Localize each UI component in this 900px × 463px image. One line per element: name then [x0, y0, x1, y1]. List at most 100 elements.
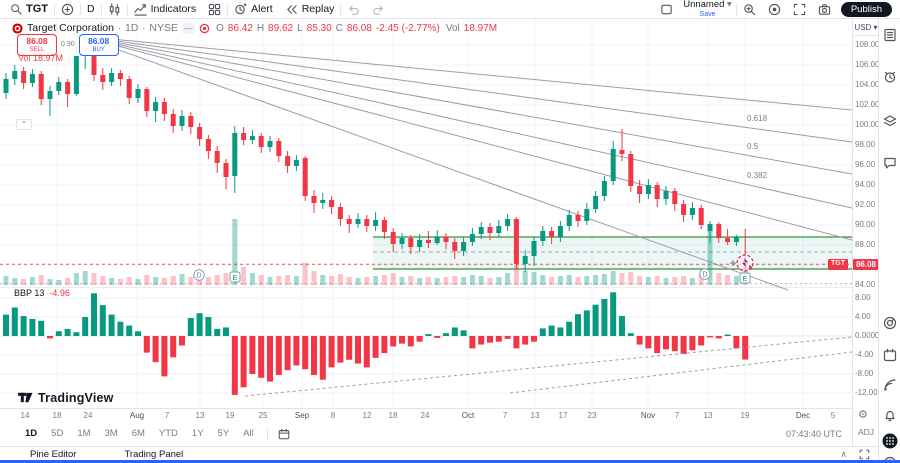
time-axis-tick: Sep	[294, 411, 310, 420]
svg-text:0.618: 0.618	[747, 114, 768, 123]
bottom-panel-bar: Pine Editor Trading Panel ∧	[0, 446, 878, 461]
range-button-5d[interactable]: 5D	[51, 428, 64, 439]
layout-square-icon	[661, 4, 672, 14]
price-axis-label: 88.00	[855, 240, 876, 249]
adj-toggle[interactable]: ADJ	[857, 427, 875, 437]
range-button-1d[interactable]: 1D	[25, 428, 38, 439]
layout-button[interactable]	[654, 0, 679, 19]
legend-title: Target Corporation	[27, 22, 114, 34]
watchlist-button[interactable]	[882, 27, 898, 43]
snapshot-button[interactable]	[812, 0, 837, 19]
undo-button[interactable]	[341, 0, 366, 19]
layers-icon	[883, 115, 897, 127]
time-axis-tick: 7	[502, 411, 508, 420]
price-axis-label: 98.00	[855, 140, 876, 149]
search-icon	[11, 4, 22, 15]
session-clock[interactable]: 07:43:40 UTC	[785, 428, 842, 439]
indicators-icon	[133, 3, 147, 16]
sell-button[interactable]: 86.08 SELL	[17, 34, 57, 56]
calendar-goto-icon	[278, 428, 289, 439]
chart-style-button[interactable]	[102, 0, 127, 19]
right-sidebar	[878, 19, 900, 463]
fullscreen-icon	[793, 3, 805, 15]
axis-settings-gear-icon[interactable]: ⚙	[858, 409, 868, 421]
layout-name-label: Unnamed ▾	[683, 0, 732, 11]
fullscreen-button[interactable]	[787, 0, 812, 19]
all-apps-button[interactable]	[882, 433, 898, 449]
price-axis[interactable]: USD ▾ 86.08 ⚙ ADJ 108.00 106.00 104.00 102.…	[852, 19, 880, 446]
range-button-5y[interactable]: 5Y	[217, 428, 230, 439]
compare-add-button[interactable]	[55, 0, 80, 19]
notifications-button[interactable]	[882, 407, 898, 423]
trading-panel-tab[interactable]: Trading Panel	[124, 448, 184, 460]
svg-text:0.5: 0.5	[747, 142, 759, 151]
range-button-1m[interactable]: 1M	[77, 428, 91, 439]
publish-button[interactable]: Publish	[840, 1, 892, 17]
main-chart[interactable]: 0.618 0.5 0.382 D E D E	[0, 19, 852, 408]
dividend-marker	[699, 268, 711, 280]
time-axis-tick: 17	[558, 411, 568, 420]
symbol-search-button[interactable]: TGT	[4, 0, 54, 19]
legend-collapse-icon[interactable]: —	[182, 22, 195, 34]
ohlc-value: 89.62	[268, 22, 294, 34]
legend-exchange: NYSE	[149, 22, 178, 34]
time-axis-tick: 7	[164, 411, 170, 420]
range-button-6m[interactable]: 6M	[131, 428, 145, 439]
svg-text:E: E	[743, 276, 748, 283]
range-button-all[interactable]: All	[243, 428, 254, 439]
time-axis-tick: Dec	[795, 411, 811, 420]
legend-flag-icon[interactable]	[199, 23, 210, 34]
price-axis-label: 100.00	[855, 120, 880, 129]
svg-text:E: E	[233, 275, 238, 282]
ideas-stream-button[interactable]	[882, 377, 898, 393]
legend-expand-button[interactable]: ⌃	[16, 119, 32, 130]
ohlc-key: O	[216, 22, 224, 34]
bbp-legend[interactable]: BBP 13 -4.96	[14, 288, 70, 298]
indicators-button[interactable]: Indicators	[128, 0, 203, 19]
object-tree-button[interactable]	[882, 113, 898, 129]
change-value: -2.45 (-2.77%)	[375, 22, 440, 34]
chart-legend[interactable]: Target Corporation · 1D · NYSE — O 86.42 H…	[12, 22, 497, 34]
indicator-templates-button[interactable]	[202, 0, 227, 19]
buy-button[interactable]: 86.08 BUY	[78, 34, 119, 56]
timeframe-bar: 1D 5D 1M 3M 6M YTD 1Y 5Y All 07:43:40 UTC	[0, 421, 852, 446]
legend-volume: Vol 18.97M	[445, 22, 498, 34]
time-axis-tick: 13	[530, 411, 540, 420]
currency-dropdown[interactable]: USD ▾	[853, 23, 879, 36]
range-button-1y[interactable]: 1Y	[191, 428, 204, 439]
range-button-ytd[interactable]: YTD	[158, 428, 178, 439]
replay-button[interactable]: Replay	[279, 0, 341, 19]
panel-maximize-icon[interactable]	[859, 449, 870, 460]
time-axis-tick: 8	[330, 411, 336, 420]
redo-button[interactable]	[366, 0, 391, 19]
layout-name-button[interactable]: Unnamed ▾ Save	[679, 0, 736, 18]
calendar-button[interactable]	[882, 347, 898, 363]
range-button-3m[interactable]: 3M	[104, 428, 118, 439]
gauge-button[interactable]	[882, 315, 898, 331]
ohlc-values: O 86.42 H 89.62 L 85.30 C 86.08 -2.45 (-2.77%)	[216, 23, 440, 34]
alert-button[interactable]: Alert	[228, 0, 279, 19]
toolbar-right: Unnamed ▾ Save Publish	[654, 0, 896, 19]
time-axis-tick: 24	[83, 411, 93, 420]
tradingview-logo-icon	[18, 392, 33, 403]
record-button[interactable]	[762, 0, 787, 19]
camera-icon	[818, 3, 830, 15]
ohlc-value: 85.30	[306, 22, 332, 34]
interval-button[interactable]: D	[81, 0, 101, 19]
pine-editor-tab[interactable]: Pine Editor	[30, 448, 77, 460]
price-axis-label: 108.00	[855, 40, 880, 49]
chat-button[interactable]	[882, 155, 898, 171]
time-axis-tick: 13	[195, 411, 205, 420]
time-axis-tick: Aug	[129, 411, 145, 420]
quick-search-button[interactable]	[737, 0, 762, 19]
bbp-axis-label: -8.00	[855, 369, 874, 378]
panel-collapse-button[interactable]: ∧	[840, 448, 847, 459]
bottom-accent-strip	[0, 460, 900, 463]
time-axis-tick: 14	[20, 411, 30, 420]
alerts-button[interactable]	[882, 69, 898, 85]
goto-date-button[interactable]	[266, 427, 290, 440]
time-axis[interactable]: 14 18 24 Aug 7 13 19 25 Sep 8 12 18 24 Oct 7 13 17 23 Nov 7…	[0, 408, 852, 421]
price-axis-label: 94.00	[855, 180, 876, 189]
volume-legend: Vol 18.97M	[18, 53, 64, 63]
